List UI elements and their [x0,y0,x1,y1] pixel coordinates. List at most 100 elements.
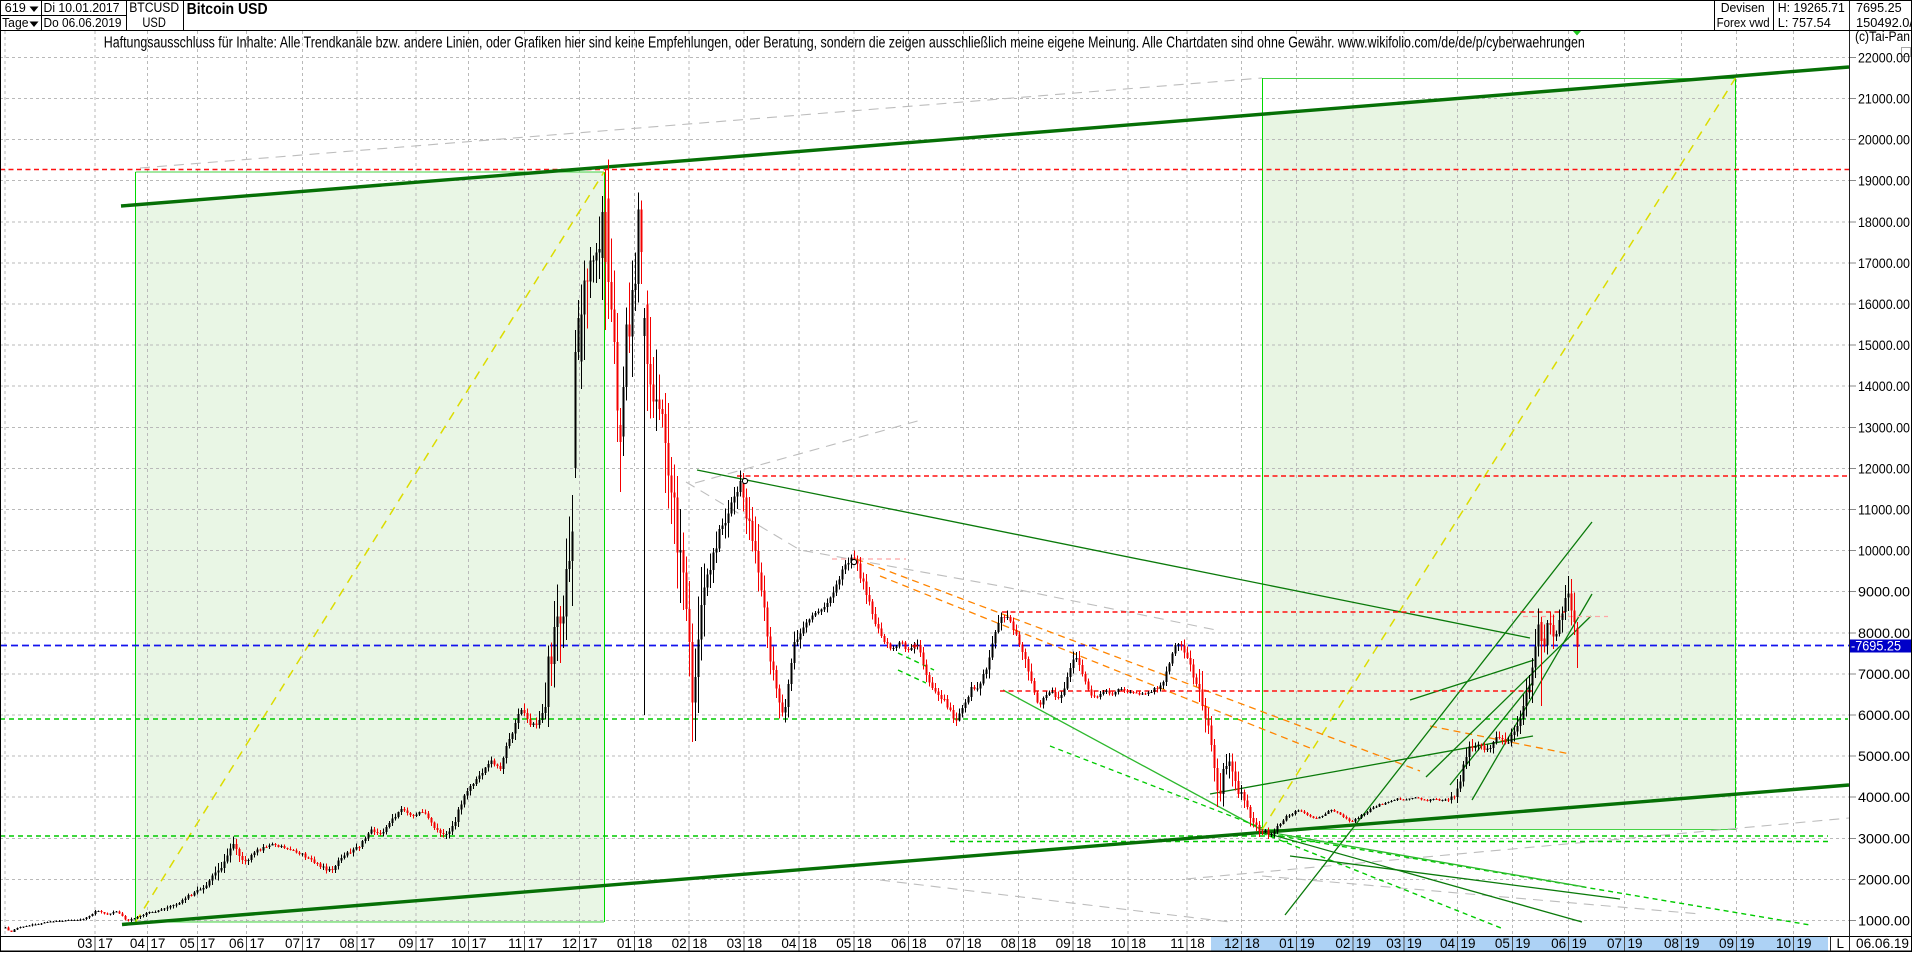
svg-text:19: 19 [1407,936,1422,951]
svg-text:08: 08 [1664,936,1679,951]
svg-text:17: 17 [583,936,598,951]
svg-text:6000.00: 6000.00 [1858,707,1910,723]
svg-text:Devisen: Devisen [1721,0,1765,15]
svg-text:10: 10 [1776,936,1791,951]
svg-text:USD: USD [142,15,166,30]
svg-text:19: 19 [1797,936,1812,951]
svg-text:03: 03 [1386,936,1401,951]
svg-text:06: 06 [891,936,906,951]
svg-text:11: 11 [1170,936,1184,951]
svg-text:07: 07 [946,936,961,951]
svg-text:01: 01 [1279,936,1294,951]
svg-text:04: 04 [130,936,146,951]
svg-text:19: 19 [1461,936,1476,951]
svg-text:H: 19265.71: H: 19265.71 [1778,0,1845,15]
svg-text:18: 18 [857,936,872,951]
svg-text:10: 10 [1110,936,1125,951]
svg-text:7695.25: 7695.25 [1856,0,1902,15]
svg-text:08: 08 [340,936,355,951]
svg-text:18: 18 [802,936,817,951]
svg-text:150492.0/: 150492.0/ [1856,15,1912,30]
svg-text:01: 01 [617,936,632,951]
svg-text:18: 18 [912,936,927,951]
svg-text:18: 18 [637,936,652,951]
svg-text:Tage: Tage [2,15,28,30]
svg-text:04: 04 [781,936,797,951]
svg-text:03: 03 [727,936,742,951]
svg-text:L: L [1837,936,1845,951]
svg-text:619: 619 [5,0,26,15]
svg-text:07: 07 [1607,936,1622,951]
svg-text:12: 12 [562,936,577,951]
svg-text:09: 09 [398,936,413,951]
svg-text:18: 18 [967,936,982,951]
svg-text:03: 03 [77,936,92,951]
svg-text:17: 17 [360,936,375,951]
svg-text:19: 19 [1300,936,1315,951]
svg-text:3000.00: 3000.00 [1858,830,1910,846]
svg-text:02: 02 [1335,936,1350,951]
svg-text:05: 05 [180,936,195,951]
svg-text:09: 09 [1719,936,1734,951]
svg-text:12: 12 [1224,936,1239,951]
svg-text:1000.00: 1000.00 [1858,913,1910,929]
svg-text:Bitcoin USD: Bitcoin USD [187,1,268,18]
svg-text:5000.00: 5000.00 [1858,748,1910,764]
svg-text:10000.00: 10000.00 [1858,543,1910,559]
svg-text:17: 17 [306,936,321,951]
svg-text:11: 11 [508,936,522,951]
svg-text:13000.00: 13000.00 [1858,419,1910,435]
svg-text:Haftungsausschluss für Inhalte: Haftungsausschluss für Inhalte: Alle Tre… [104,35,1585,52]
svg-text:7000.00: 7000.00 [1858,666,1910,682]
svg-text:08: 08 [1001,936,1016,951]
svg-text:12000.00: 12000.00 [1858,460,1910,476]
svg-text:17: 17 [528,936,543,951]
svg-text:10: 10 [451,936,466,951]
svg-text:05: 05 [836,936,851,951]
svg-text:18: 18 [1021,936,1036,951]
svg-text:8000.00: 8000.00 [1858,625,1910,641]
svg-text:Forex vwd: Forex vwd [1717,15,1770,30]
svg-text:04: 04 [1440,936,1456,951]
svg-text:06.06.19: 06.06.19 [1856,936,1909,951]
svg-text:17: 17 [98,936,113,951]
svg-text:11000.00: 11000.00 [1858,502,1910,518]
svg-text:Do 06.06.2019: Do 06.06.2019 [44,15,122,30]
svg-text:05: 05 [1495,936,1510,951]
svg-text:4000.00: 4000.00 [1858,789,1910,805]
svg-text:18: 18 [1245,936,1260,951]
svg-text:18: 18 [1131,936,1146,951]
svg-text:Di 10.01.2017: Di 10.01.2017 [44,0,120,15]
svg-text:17: 17 [150,936,165,951]
svg-text:BTCUSD: BTCUSD [129,0,179,15]
svg-text:(c)Tai-Pan: (c)Tai-Pan [1855,29,1910,44]
svg-text:19: 19 [1356,936,1371,951]
svg-text:14000.00: 14000.00 [1858,378,1910,394]
svg-text:06: 06 [1551,936,1566,951]
svg-text:17: 17 [472,936,487,951]
svg-text:16000.00: 16000.00 [1858,296,1910,312]
svg-text:17000.00: 17000.00 [1858,255,1910,271]
svg-text:06: 06 [229,936,244,951]
svg-text:17: 17 [419,936,434,951]
svg-text:19: 19 [1740,936,1755,951]
svg-text:-7695.25: -7695.25 [1851,639,1901,654]
svg-text:22000.00: 22000.00 [1858,49,1910,65]
svg-text:19: 19 [1685,936,1700,951]
svg-text:02: 02 [672,936,687,951]
svg-text:19: 19 [1515,936,1530,951]
svg-text:17: 17 [250,936,265,951]
svg-text:07: 07 [285,936,300,951]
svg-text:9000.00: 9000.00 [1858,584,1910,600]
svg-text:17: 17 [200,936,215,951]
svg-text:19000.00: 19000.00 [1858,173,1910,189]
svg-text:18: 18 [1190,936,1205,951]
svg-text:19: 19 [1572,936,1587,951]
svg-text:18: 18 [692,936,707,951]
svg-text:19: 19 [1628,936,1643,951]
svg-text:2000.00: 2000.00 [1858,871,1910,887]
svg-text:21000.00: 21000.00 [1858,91,1910,107]
svg-text:18000.00: 18000.00 [1858,214,1910,230]
svg-text:L: 757.54: L: 757.54 [1778,15,1831,30]
svg-text:15000.00: 15000.00 [1858,337,1910,353]
